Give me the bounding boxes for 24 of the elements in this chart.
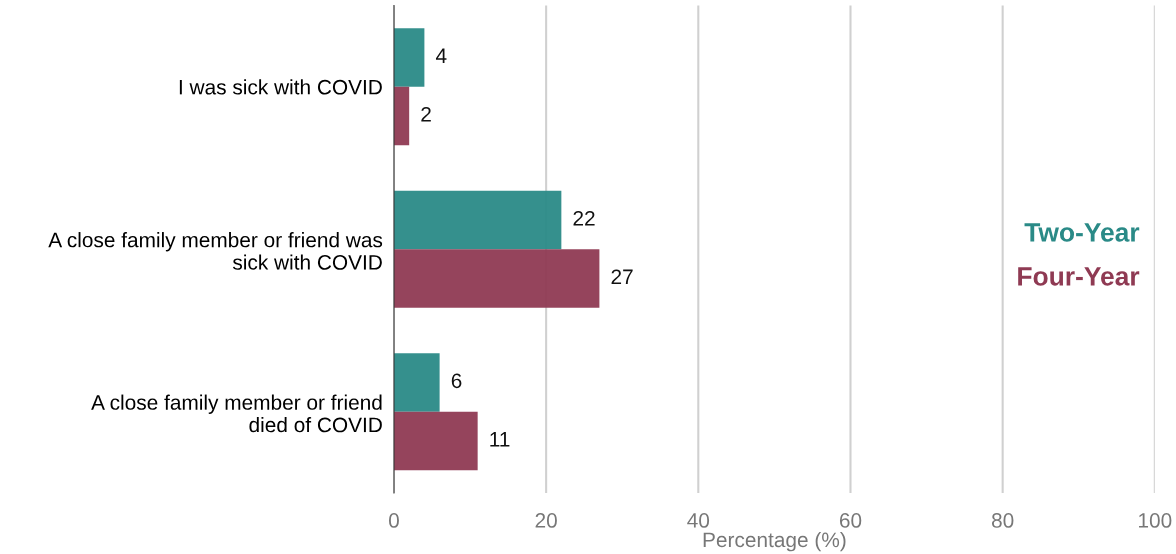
bar [393,28,425,87]
data-label: 11 [490,432,510,447]
x-tick-label: 20 [535,513,557,528]
bar [393,249,600,308]
x-tick-label: 100 [1139,513,1172,528]
data-label: 27 [611,269,633,284]
x-tick-label: 0 [388,513,399,528]
bar [393,353,440,412]
text: Four-Year [1018,267,1140,286]
x-tick-label: 60 [839,513,862,528]
y-tick-label: A close family member or friend was sick with COVID [48,232,383,270]
bar [393,411,478,471]
text: Two-Year [1024,223,1140,242]
data-label: 2 [421,106,431,122]
data-label: 22 [573,210,595,226]
x-tick-label: 80 [991,513,1014,528]
data-label: 6 [451,373,462,389]
bar [393,86,410,146]
y-tick-label: I was sick with COVID [179,79,382,95]
x-tick-label: 40 [687,513,710,528]
x-axis-title: Percentage (%) [703,531,846,552]
y-tick-label: A close family member or friend died of COVID [91,394,382,433]
bar [393,190,562,250]
data-label: 4 [435,48,447,63]
